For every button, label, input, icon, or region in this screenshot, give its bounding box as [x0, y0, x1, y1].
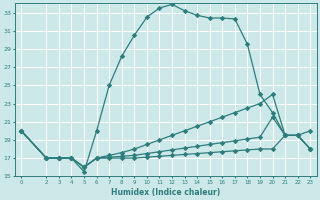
X-axis label: Humidex (Indice chaleur): Humidex (Indice chaleur) [111, 188, 220, 197]
